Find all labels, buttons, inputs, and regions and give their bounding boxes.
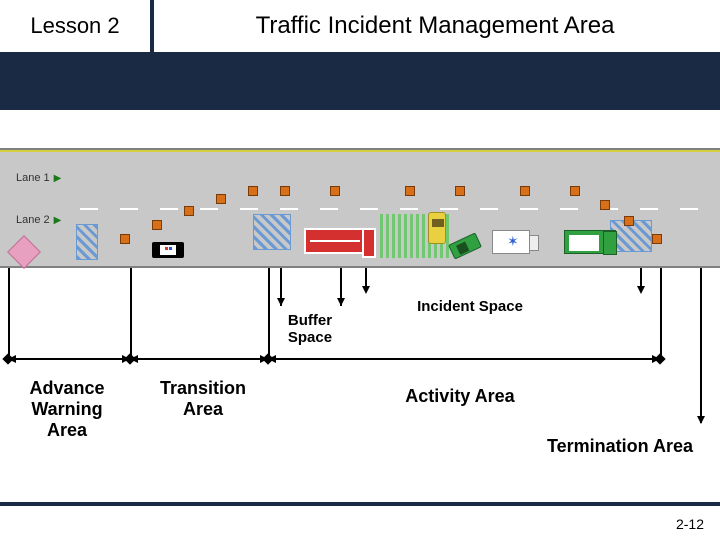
- advance-warning-label: Advance Warning Area: [12, 378, 122, 441]
- incident-space-label: Incident Space: [400, 298, 540, 315]
- transition-area-label: Transition Area: [148, 378, 258, 420]
- lane-divider: [0, 208, 720, 210]
- police-car-icon: [152, 242, 184, 258]
- arrow-icon: ▶: [54, 173, 62, 184]
- buffer-space-label: Buffer Space: [280, 312, 340, 346]
- zone-annotations: Buffer Space Incident Space Advance Warn…: [0, 268, 720, 540]
- dark-band: [0, 52, 720, 110]
- road-diagram: Lane 1▶ Lane 2▶: [0, 148, 720, 268]
- lane1-label: Lane 1▶: [16, 172, 61, 184]
- header: Lesson 2 Traffic Incident Management Are…: [0, 0, 720, 52]
- footer-rule: [0, 502, 720, 506]
- lesson-label: Lesson 2: [0, 0, 150, 52]
- shoulder-hatch: [76, 224, 98, 260]
- lane2-label: Lane 2▶: [16, 214, 61, 226]
- fire-truck-icon: [304, 228, 376, 254]
- buffer-hatch: [253, 214, 291, 250]
- page-number: 2-12: [676, 516, 704, 532]
- green-car-icon: [448, 232, 482, 259]
- warning-sign-icon: [7, 235, 41, 269]
- road-edge-line: [0, 150, 720, 152]
- spacer: [0, 110, 720, 148]
- page-title: Traffic Incident Management Area: [150, 0, 720, 52]
- activity-area-label: Activity Area: [380, 386, 540, 407]
- ambulance-icon: [492, 230, 530, 254]
- tow-truck-icon: [564, 230, 616, 254]
- termination-area-label: Termination Area: [530, 436, 710, 457]
- arrow-icon: ▶: [54, 215, 62, 226]
- yellow-car-icon: [428, 212, 446, 244]
